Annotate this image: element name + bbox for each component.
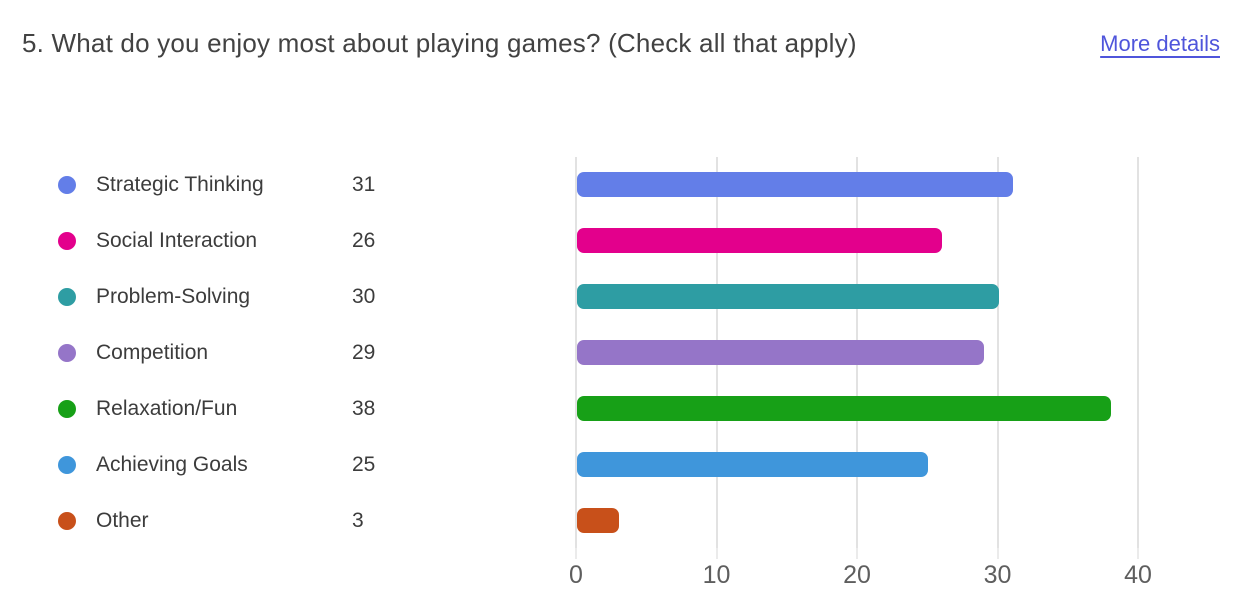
legend-color-dot (58, 175, 76, 194)
bar-competition (577, 340, 985, 366)
legend-color-dot (58, 343, 76, 362)
x-axis-label-10: 10 (702, 561, 731, 589)
legend-label: Social Interaction (96, 228, 258, 252)
legend-count: 31 (352, 172, 376, 196)
bar-achieving-goals (577, 452, 929, 478)
bar-problem-solving (577, 284, 999, 310)
legend-row: Achieving Goals 25 (58, 450, 375, 480)
legend-color-dot (58, 287, 76, 306)
legend-count: 26 (352, 228, 376, 252)
legend-label: Achieving Goals (96, 452, 248, 476)
question-title: 5. What do you enjoy most about playing … (22, 28, 857, 58)
legend-row: Social Interaction 26 (58, 226, 375, 256)
legend-row: Competition 29 (58, 338, 375, 368)
x-axis-label-40: 40 (1124, 561, 1152, 589)
legend-row: Strategic Thinking 31 (58, 170, 375, 200)
bar-strategic-thinking (577, 172, 1013, 197)
legend-label: Strategic Thinking (96, 172, 264, 196)
axis-tick-20 (856, 548, 858, 559)
legend-row: Problem-Solving 30 (58, 282, 375, 312)
legend-label: Other (96, 508, 149, 532)
axis-tick-30 (996, 548, 999, 559)
legend-row: Other 3 (58, 506, 364, 536)
legend-color-dot (58, 231, 76, 250)
gridline-x-0 (575, 157, 577, 548)
legend-label: Competition (96, 340, 209, 364)
axis-tick-0 (575, 548, 577, 559)
axis-tick-40 (1137, 548, 1139, 559)
legend-label: Relaxation/Fun (96, 396, 238, 420)
bar-relaxation-fun (577, 396, 1111, 422)
legend-count: 30 (352, 284, 376, 308)
more-details-link[interactable]: More details (1100, 31, 1220, 56)
legend-count: 38 (352, 396, 376, 420)
x-axis-label-30: 30 (983, 561, 1012, 589)
x-axis-label-0: 0 (569, 561, 583, 589)
legend-label: Problem-Solving (96, 284, 251, 308)
legend-count: 25 (352, 452, 376, 476)
x-axis-label-20: 20 (843, 561, 871, 589)
legend-count: 29 (352, 340, 376, 364)
legend-count: 3 (352, 508, 364, 532)
legend-color-dot (58, 399, 76, 418)
legend-color-dot (58, 511, 76, 530)
bar-social-interaction (577, 228, 943, 254)
bar-other (577, 508, 620, 534)
legend-color-dot (58, 455, 76, 474)
legend-row: Relaxation/Fun 38 (58, 394, 375, 424)
gridline-x-30 (996, 157, 999, 548)
gridline-x-40 (1137, 157, 1139, 548)
axis-tick-10 (715, 548, 718, 559)
